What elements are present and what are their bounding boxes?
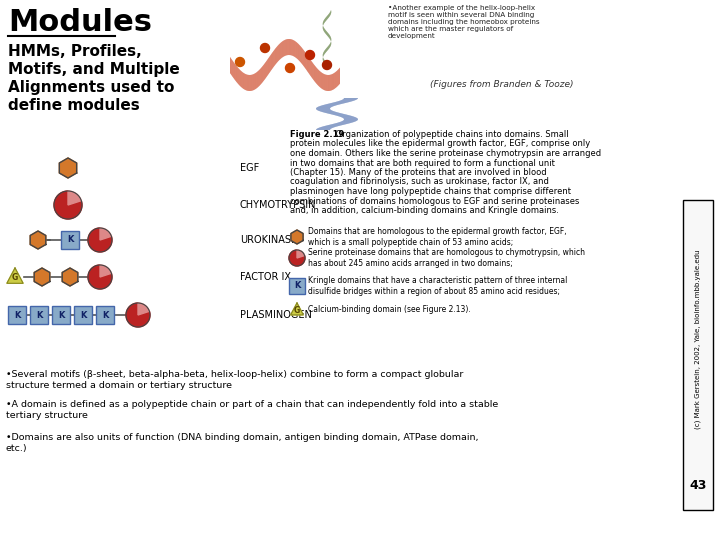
Text: K: K: [14, 310, 20, 320]
Circle shape: [286, 64, 294, 72]
Polygon shape: [88, 228, 112, 252]
FancyBboxPatch shape: [74, 306, 92, 324]
Text: Motifs, and Multiple: Motifs, and Multiple: [8, 62, 180, 77]
Text: •Domains are also units of function (DNA binding domain, antigen binding domain,: •Domains are also units of function (DNA…: [6, 433, 479, 454]
Text: G: G: [12, 273, 18, 282]
Text: one domain. Others like the serine proteinase chymotrypsin are arranged: one domain. Others like the serine prote…: [290, 149, 601, 158]
FancyBboxPatch shape: [61, 231, 79, 249]
Text: define modules: define modules: [8, 98, 140, 113]
Text: Modules: Modules: [8, 8, 152, 37]
Text: plasminogen have long polypeptide chains that comprise different: plasminogen have long polypeptide chains…: [290, 187, 571, 196]
Text: Kringle domains that have a characteristic pattern of three internal
disulfide b: Kringle domains that have a characterist…: [308, 276, 567, 296]
Polygon shape: [62, 268, 78, 286]
Text: in two domains that are both required to form a functional unit: in two domains that are both required to…: [290, 159, 555, 167]
Text: UROKINASE: UROKINASE: [240, 235, 297, 245]
FancyBboxPatch shape: [52, 306, 70, 324]
Polygon shape: [54, 191, 82, 219]
Text: EGF: EGF: [240, 163, 259, 173]
Polygon shape: [68, 191, 81, 205]
Polygon shape: [297, 250, 305, 258]
Text: Serine proteinase domains that are homologous to chymotrypsin, which
has about 2: Serine proteinase domains that are homol…: [308, 248, 585, 268]
Text: Alignments used to: Alignments used to: [8, 80, 174, 95]
Circle shape: [261, 44, 269, 52]
Text: K: K: [294, 281, 300, 291]
Text: protein molecules like the epidermal growth factor, EGF, comprise only: protein molecules like the epidermal gro…: [290, 139, 590, 148]
FancyBboxPatch shape: [30, 306, 48, 324]
Text: PLASMINOGEN: PLASMINOGEN: [240, 310, 312, 320]
Polygon shape: [126, 303, 150, 327]
Circle shape: [235, 57, 245, 66]
Text: •A domain is defined as a polypeptide chain or part of a chain that can independ: •A domain is defined as a polypeptide ch…: [6, 400, 498, 421]
Text: Domains that are homologous to the epidermal growth factor, EGF,
which is a smal: Domains that are homologous to the epide…: [308, 227, 567, 247]
Polygon shape: [100, 265, 112, 277]
Text: (Figures from Branden & Tooze): (Figures from Branden & Tooze): [430, 80, 574, 89]
Text: K: K: [58, 310, 64, 320]
Text: K: K: [36, 310, 42, 320]
Text: combinations of domains homologous to EGF and serine proteinases: combinations of domains homologous to EG…: [290, 197, 580, 206]
Polygon shape: [35, 268, 50, 286]
Polygon shape: [30, 231, 46, 249]
Text: •Another example of the helix-loop-helix
motif is seen within several DNA bindin: •Another example of the helix-loop-helix…: [388, 5, 539, 39]
Circle shape: [323, 60, 331, 70]
Text: CHYMOTRYPSIN: CHYMOTRYPSIN: [240, 200, 317, 210]
Text: K: K: [102, 310, 108, 320]
Polygon shape: [100, 228, 112, 240]
Text: Organization of polypeptide chains into domains. Small: Organization of polypeptide chains into …: [333, 130, 569, 139]
FancyBboxPatch shape: [8, 306, 26, 324]
Text: Figure 2.19: Figure 2.19: [290, 130, 344, 139]
Polygon shape: [59, 158, 76, 178]
Text: 43: 43: [689, 478, 707, 492]
Text: Calcium-binding domain (see Figure 2.13).: Calcium-binding domain (see Figure 2.13)…: [308, 306, 471, 314]
Polygon shape: [7, 268, 23, 284]
Polygon shape: [291, 230, 303, 244]
Text: K: K: [67, 235, 73, 245]
Text: HMMs, Profiles,: HMMs, Profiles,: [8, 44, 142, 59]
Text: G: G: [294, 306, 300, 315]
Polygon shape: [289, 250, 305, 266]
Text: K: K: [80, 310, 86, 320]
FancyBboxPatch shape: [683, 200, 713, 510]
Polygon shape: [291, 303, 303, 315]
Circle shape: [305, 51, 315, 59]
Polygon shape: [138, 303, 150, 315]
Text: FACTOR IX: FACTOR IX: [240, 272, 291, 282]
Text: (c) Mark Gerstein, 2002, Yale, bioinfo.mbb.yale.edu: (c) Mark Gerstein, 2002, Yale, bioinfo.m…: [695, 249, 701, 429]
Text: (Chapter 15). Many of the proteins that are involved in blood: (Chapter 15). Many of the proteins that …: [290, 168, 546, 177]
FancyBboxPatch shape: [96, 306, 114, 324]
Polygon shape: [88, 265, 112, 289]
FancyBboxPatch shape: [289, 278, 305, 294]
Text: •Several motifs (β-sheet, beta-alpha-beta, helix-loop-helix) combine to form a c: •Several motifs (β-sheet, beta-alpha-bet…: [6, 370, 464, 390]
Text: and, in addition, calcium-binding domains and Kringle domains.: and, in addition, calcium-binding domain…: [290, 206, 559, 215]
Text: coagulation and fibrinolysis, such as urokinase, factor IX, and: coagulation and fibrinolysis, such as ur…: [290, 178, 549, 186]
